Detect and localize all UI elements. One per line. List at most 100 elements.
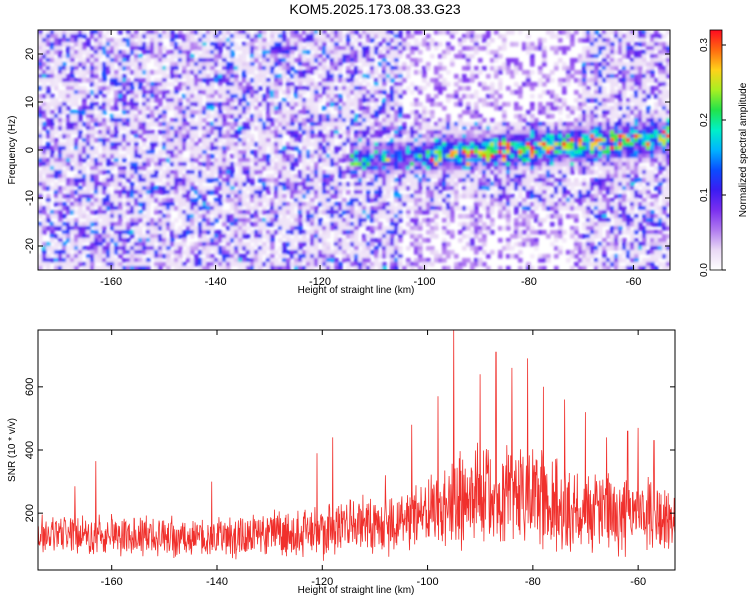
heatmap-cell xyxy=(478,122,483,127)
heatmap-cell xyxy=(238,126,243,131)
heatmap-cell xyxy=(634,162,639,167)
heatmap-cell xyxy=(654,86,659,91)
heatmap-cell xyxy=(638,110,643,115)
heatmap-cell xyxy=(298,42,303,47)
heatmap-cell xyxy=(290,38,295,43)
heatmap-cell xyxy=(534,150,539,155)
heatmap-cell xyxy=(174,110,179,115)
heatmap-cell xyxy=(598,34,603,39)
heatmap-cell xyxy=(470,54,475,59)
heatmap-cell xyxy=(270,150,275,155)
heatmap-cell xyxy=(286,78,291,83)
heatmap-cell xyxy=(274,130,279,135)
heatmap-cell xyxy=(378,94,383,99)
heatmap-cell xyxy=(514,90,519,95)
heatmap-cell xyxy=(266,94,271,99)
heatmap-cell xyxy=(634,90,639,95)
heatmap-cell xyxy=(118,90,123,95)
heatmap-cell xyxy=(634,110,639,115)
heatmap-cell xyxy=(230,70,235,75)
heatmap-cell xyxy=(626,30,631,35)
heatmap-cell xyxy=(502,134,507,139)
heatmap-cell xyxy=(542,46,547,51)
heatmap-cell xyxy=(150,98,155,103)
heatmap-cell xyxy=(130,190,135,195)
heatmap-cell xyxy=(246,50,251,55)
heatmap-cell xyxy=(94,38,99,43)
heatmap-cell xyxy=(186,78,191,83)
heatmap-cell xyxy=(214,114,219,119)
heatmap-cell xyxy=(110,122,115,127)
heatmap-cell xyxy=(534,138,539,143)
heatmap-cell xyxy=(86,142,91,147)
heatmap-cell xyxy=(130,182,135,187)
heatmap-cell xyxy=(574,90,579,95)
heatmap-cell xyxy=(122,50,127,55)
heatmap-cell xyxy=(226,182,231,187)
heatmap-cell xyxy=(450,166,455,171)
heatmap-cell xyxy=(66,82,71,87)
heatmap-cell xyxy=(458,150,463,155)
heatmap-cell xyxy=(302,106,307,111)
heatmap-cell xyxy=(554,166,559,171)
heatmap-cell xyxy=(390,30,395,35)
heatmap-cell xyxy=(358,114,363,119)
heatmap-cell xyxy=(398,146,403,151)
heatmap-cell xyxy=(226,174,231,179)
heatmap-cell xyxy=(214,142,219,147)
heatmap-cell xyxy=(58,66,63,71)
heatmap-cell xyxy=(226,114,231,119)
heatmap-cell xyxy=(370,98,375,103)
heatmap-cell xyxy=(630,62,635,67)
heatmap-cell xyxy=(578,102,583,107)
heatmap-cell xyxy=(78,70,83,75)
heatmap-cell xyxy=(598,62,603,67)
heatmap-cell xyxy=(146,114,151,119)
heatmap-cell xyxy=(590,66,595,71)
heatmap-cell xyxy=(506,30,511,35)
heatmap-cell xyxy=(610,38,615,43)
heatmap-cell xyxy=(442,162,447,167)
heatmap-cell xyxy=(658,34,663,39)
heatmap-cell xyxy=(238,162,243,167)
heatmap-cell xyxy=(414,134,419,139)
heatmap-cell xyxy=(486,126,491,131)
heatmap-cell xyxy=(206,46,211,51)
heatmap-cell xyxy=(230,174,235,179)
heatmap-cell xyxy=(494,154,499,159)
heatmap-cell xyxy=(286,162,291,167)
heatmap-cell xyxy=(414,158,419,163)
heatmap-cell xyxy=(350,90,355,95)
heatmap-cell xyxy=(370,70,375,75)
heatmap-cell xyxy=(114,190,119,195)
heatmap-cell xyxy=(46,178,51,183)
heatmap-cell xyxy=(666,62,670,67)
heatmap-cell xyxy=(618,138,623,143)
heatmap-cell xyxy=(250,122,255,127)
heatmap-cell xyxy=(274,90,279,95)
heatmap-cell xyxy=(474,34,479,39)
heatmap-cell xyxy=(554,158,559,163)
heatmap-cell xyxy=(62,66,67,71)
heatmap-cell xyxy=(478,130,483,135)
heatmap-cell xyxy=(250,174,255,179)
heatmap-cell xyxy=(634,130,639,135)
heatmap-cell xyxy=(578,170,583,175)
heatmap-cell xyxy=(74,138,79,143)
heatmap-cell xyxy=(274,170,279,175)
heatmap-cell xyxy=(642,130,647,135)
heatmap-cell xyxy=(642,170,647,175)
heatmap-cell xyxy=(66,86,71,91)
heatmap-cell xyxy=(466,78,471,83)
heatmap-cell xyxy=(410,102,415,107)
heatmap-cell xyxy=(194,142,199,147)
heatmap-cell xyxy=(298,118,303,123)
heatmap-cell xyxy=(598,130,603,135)
heatmap-cell xyxy=(46,110,51,115)
heatmap-cell xyxy=(390,174,395,179)
heatmap-cell xyxy=(398,94,403,99)
heatmap-cell xyxy=(122,158,127,163)
heatmap-cell xyxy=(370,130,375,135)
heatmap-cell xyxy=(146,186,151,191)
heatmap-cell xyxy=(654,58,659,63)
